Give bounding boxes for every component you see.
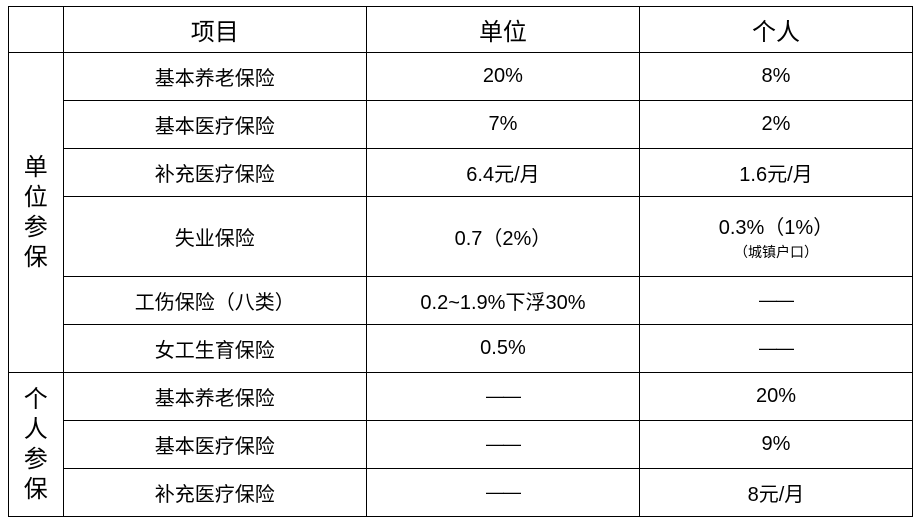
cell-personal: 9% bbox=[639, 421, 912, 469]
cell-project: 失业保险 bbox=[63, 197, 366, 277]
cell-unit: 0.5% bbox=[366, 325, 639, 373]
cell-project: 基本医疗保险 bbox=[63, 101, 366, 149]
table-row: 补充医疗保险 —— 8元/月 bbox=[9, 469, 913, 517]
cell-project: 工伤保险（八类） bbox=[63, 277, 366, 325]
table-row: 女工生育保险 0.5% —— bbox=[9, 325, 913, 373]
cell-project: 补充医疗保险 bbox=[63, 149, 366, 197]
cell-personal: 8元/月 bbox=[639, 469, 912, 517]
cell-personal: 2% bbox=[639, 101, 912, 149]
table-row: 补充医疗保险 6.4元/月 1.6元/月 bbox=[9, 149, 913, 197]
table-row: 个 人 参 保 基本养老保险 —— 20% bbox=[9, 373, 913, 421]
insurance-rate-table: 项目 单位 个人 单 位 参 保 基本养老保险 20% 8% 基本医疗保险 7%… bbox=[8, 6, 913, 517]
cell-project: 女工生育保险 bbox=[63, 325, 366, 373]
cell-project: 基本医疗保险 bbox=[63, 421, 366, 469]
table-row: 基本医疗保险 —— 9% bbox=[9, 421, 913, 469]
header-corner bbox=[9, 7, 64, 53]
cell-unit: —— bbox=[366, 373, 639, 421]
cell-project: 补充医疗保险 bbox=[63, 469, 366, 517]
header-project: 项目 bbox=[63, 7, 366, 53]
table-row: 单 位 参 保 基本养老保险 20% 8% bbox=[9, 53, 913, 101]
cell-personal: 0.3%（1%） （城镇户口） bbox=[639, 197, 912, 277]
cell-unit: —— bbox=[366, 421, 639, 469]
cell-unit: 0.7（2%） bbox=[366, 197, 639, 277]
group-label-personal-insured: 个 人 参 保 bbox=[9, 373, 64, 517]
header-unit: 单位 bbox=[366, 7, 639, 53]
cell-personal: 8% bbox=[639, 53, 912, 101]
cell-personal: —— bbox=[639, 277, 912, 325]
table-row: 工伤保险（八类） 0.2~1.9%下浮30% —— bbox=[9, 277, 913, 325]
table-row: 基本医疗保险 7% 2% bbox=[9, 101, 913, 149]
cell-unit: 7% bbox=[366, 101, 639, 149]
cell-personal: —— bbox=[639, 325, 912, 373]
cell-unit: 6.4元/月 bbox=[366, 149, 639, 197]
cell-personal: 20% bbox=[639, 373, 912, 421]
table-header-row: 项目 单位 个人 bbox=[9, 7, 913, 53]
cell-project: 基本养老保险 bbox=[63, 373, 366, 421]
group-label-unit-insured: 单 位 参 保 bbox=[9, 53, 64, 373]
cell-project: 基本养老保险 bbox=[63, 53, 366, 101]
header-personal: 个人 bbox=[639, 7, 912, 53]
cell-unit: 20% bbox=[366, 53, 639, 101]
table-row: 失业保险 0.7（2%） 0.3%（1%） （城镇户口） bbox=[9, 197, 913, 277]
cell-unit: —— bbox=[366, 469, 639, 517]
cell-personal-note: （城镇户口） bbox=[640, 242, 912, 262]
cell-personal: 1.6元/月 bbox=[639, 149, 912, 197]
cell-unit: 0.2~1.9%下浮30% bbox=[366, 277, 639, 325]
